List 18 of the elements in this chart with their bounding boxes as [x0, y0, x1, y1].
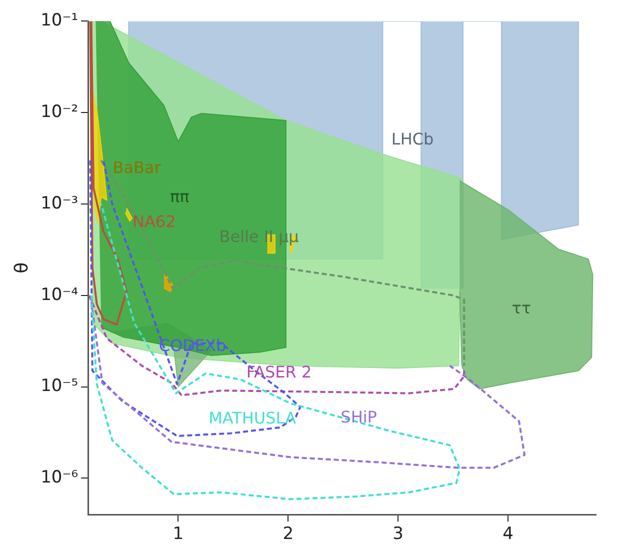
y-tick-label: 10⁻⁴ [40, 284, 78, 305]
y-tick-label: 10⁻⁵ [40, 376, 78, 396]
series-label: ττ [512, 298, 531, 318]
y-tick-label: 10⁻³ [40, 193, 78, 214]
series-label: FASER 2 [246, 362, 312, 382]
x-tick-label: 1 [172, 524, 184, 544]
y-tick-label: 10⁻² [40, 102, 78, 122]
y-tick-label: 10⁻⁶ [40, 468, 78, 488]
series-label: MATHUSLA [208, 408, 296, 428]
x-tick-label: 2 [282, 524, 294, 544]
series-label: BaBar [112, 158, 162, 177]
series-label: NA62 [132, 212, 176, 231]
text: SHiP [340, 408, 378, 427]
y-tick-label: 10⁻¹ [40, 10, 78, 31]
y-axis-title: θ [11, 262, 32, 274]
x-tick-label: 4 [502, 524, 514, 544]
series-label: ππ [170, 187, 190, 206]
x-tick-label: 3 [392, 524, 404, 544]
